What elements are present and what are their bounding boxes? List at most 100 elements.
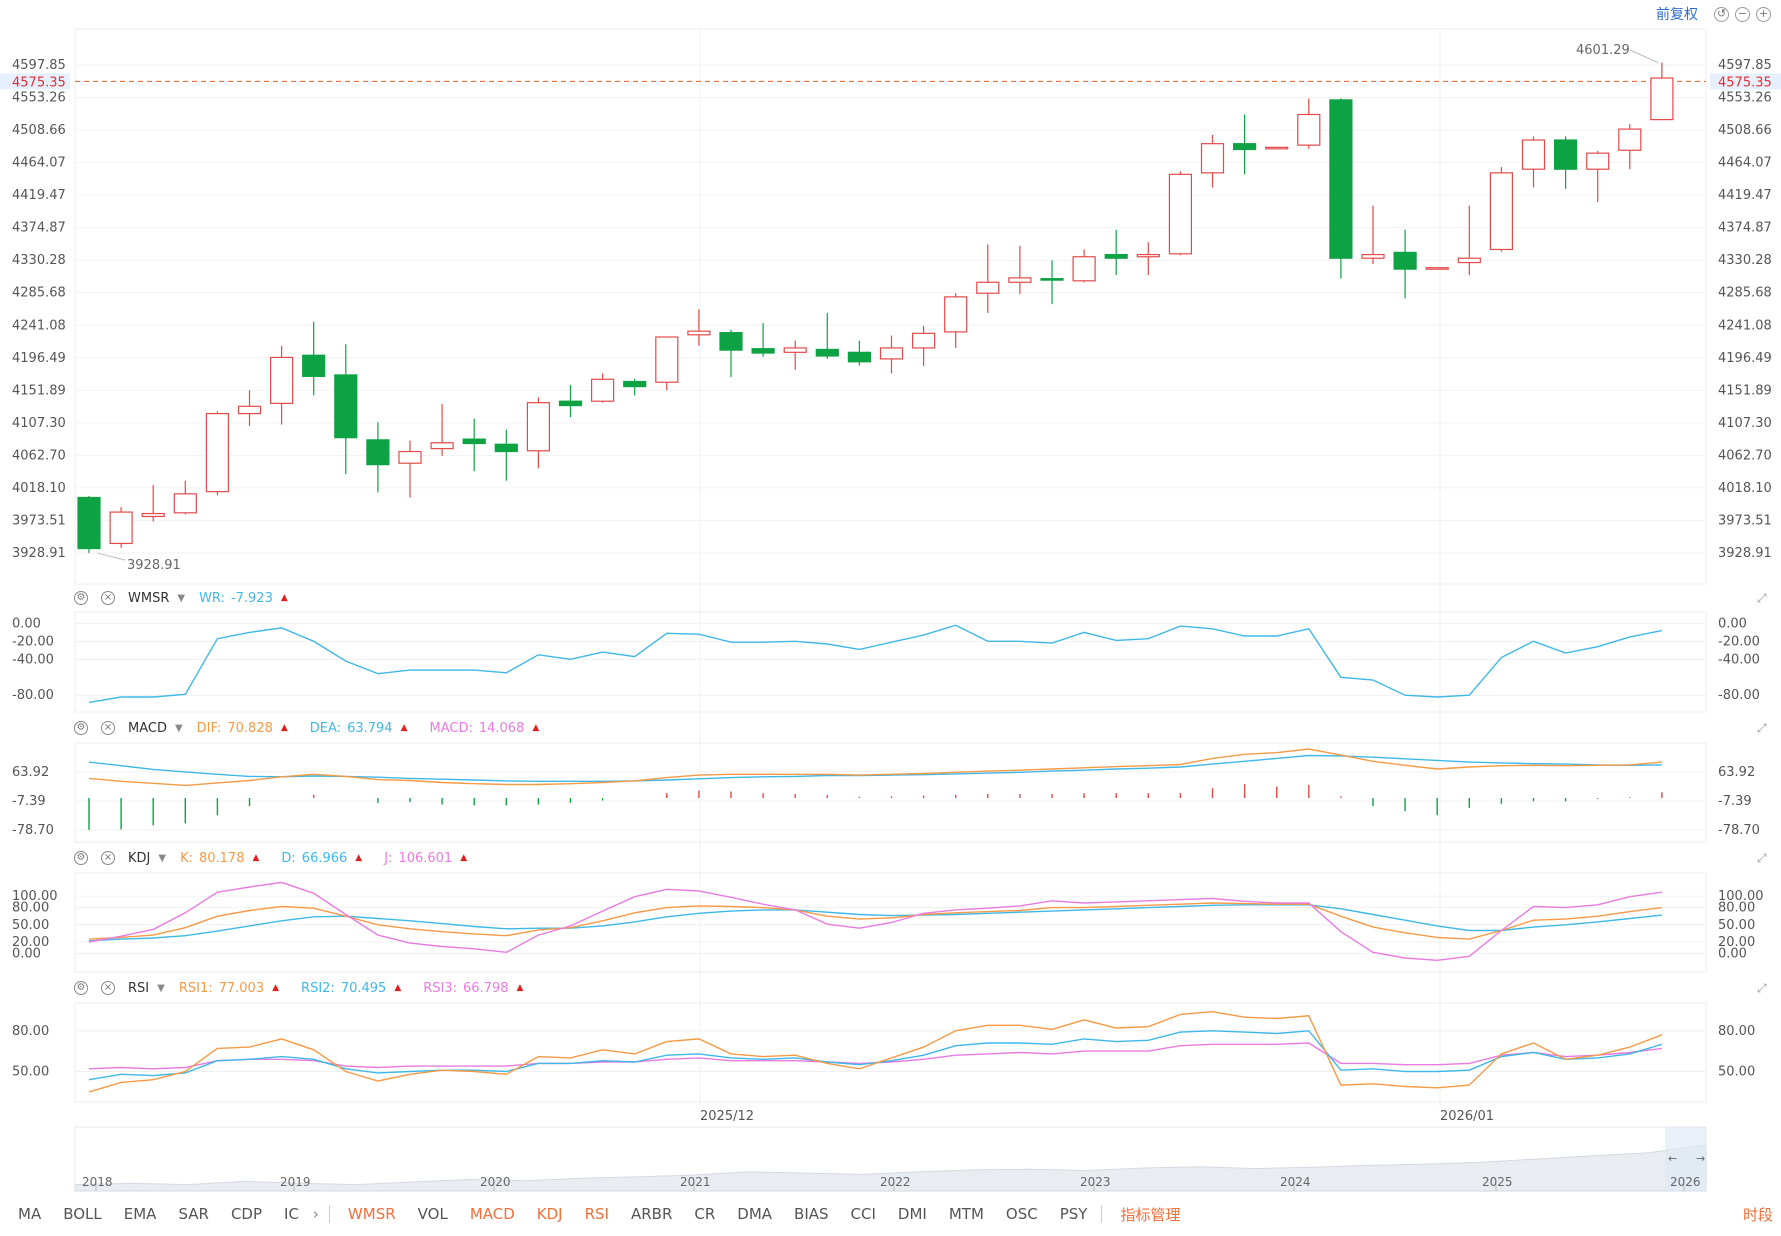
- indicator-rsi[interactable]: RSI: [584, 1205, 609, 1223]
- price-tick-left: 3928.91: [12, 546, 66, 561]
- candle-body: [77, 496, 101, 550]
- indicator-ic[interactable]: IC: [284, 1205, 299, 1223]
- up-arrow-icon: ▲: [280, 593, 288, 603]
- expand-icon[interactable]: ⤢: [1757, 981, 1767, 995]
- navigator-year-label: 2021: [680, 1175, 711, 1189]
- left-arrow-icon: ←: [1668, 1152, 1677, 1165]
- settings-icon[interactable]: ⚙: [74, 721, 88, 735]
- indicator-ma[interactable]: MA: [18, 1205, 42, 1223]
- candle: [430, 404, 454, 456]
- expand-icon[interactable]: ⤢: [1757, 721, 1767, 735]
- indicator-vol[interactable]: VOL: [417, 1205, 448, 1223]
- candle-body: [623, 380, 647, 388]
- expand-icon[interactable]: ⤢: [1757, 591, 1767, 605]
- indicator-macd[interactable]: MACD: [469, 1205, 515, 1223]
- candle-body: [1618, 128, 1642, 151]
- candle-body: [1361, 253, 1385, 259]
- rsi-tick-left: 80.00: [12, 1024, 49, 1039]
- up-arrow-icon: ▲: [460, 853, 468, 863]
- navigator-year-label: 2023: [1080, 1175, 1111, 1189]
- chevron-down-icon[interactable]: ▼: [177, 592, 186, 604]
- price-tick-left: 4285.68: [12, 286, 66, 301]
- candle-body: [1489, 172, 1514, 251]
- candle-body: [1136, 253, 1160, 258]
- indicator-arbr[interactable]: ARBR: [630, 1205, 673, 1223]
- wmsr-tick-left: -20.00: [12, 634, 54, 649]
- candle: [976, 244, 1000, 313]
- price-tick-right: 4464.07: [1718, 156, 1772, 171]
- close-icon[interactable]: ×: [101, 981, 115, 995]
- price-tick-right: 4285.68: [1718, 286, 1772, 301]
- candle: [1489, 167, 1514, 252]
- settings-icon[interactable]: ⚙: [74, 591, 88, 605]
- price-tick-right: 4419.47: [1718, 188, 1772, 203]
- k-series-line: [88, 902, 1662, 940]
- chevron-down-icon[interactable]: ▼: [157, 982, 165, 994]
- close-icon[interactable]: ×: [101, 591, 115, 605]
- indicator-osc[interactable]: OSC: [1005, 1205, 1038, 1223]
- candle: [911, 326, 936, 367]
- price-tick-left: 4508.66: [12, 123, 66, 138]
- price-tick-left: 4374.87: [12, 221, 66, 236]
- settings-icon[interactable]: ⚙: [74, 981, 88, 995]
- candle: [1586, 150, 1610, 203]
- price-tick-left: 4196.49: [12, 351, 66, 366]
- undo-icon[interactable]: ↺: [1714, 6, 1729, 22]
- indicator-cdp[interactable]: CDP: [230, 1205, 263, 1223]
- wmsr-tick-left: 0.00: [12, 616, 41, 631]
- up-arrow-icon: ▲: [355, 853, 363, 863]
- price-tick-right: 4508.66: [1718, 123, 1772, 138]
- indicator-mtm[interactable]: MTM: [948, 1205, 984, 1223]
- chevron-down-icon[interactable]: ▼: [174, 722, 183, 734]
- candle: [1200, 134, 1225, 188]
- chevron-right-icon[interactable]: ›: [312, 1205, 319, 1223]
- zoom-out-icon[interactable]: −: [1735, 6, 1750, 22]
- price-tick-right: 4597.85: [1718, 58, 1772, 73]
- wr-value: -7.923: [230, 590, 273, 606]
- dif-series-line: [88, 748, 1662, 787]
- adjust-mode-button[interactable]: 前复权: [1656, 7, 1698, 23]
- candle-body: [976, 281, 1000, 294]
- candle-body: [1040, 278, 1064, 281]
- kdj-tick-right: 0.00: [1718, 946, 1747, 961]
- candle-body: [879, 347, 904, 360]
- settings-icon[interactable]: ⚙: [74, 851, 88, 865]
- indicator-manage-button[interactable]: 指标管理: [1120, 1205, 1181, 1224]
- candle: [1521, 136, 1546, 188]
- wmsr-tick-right: 0.00: [1718, 616, 1747, 631]
- close-icon[interactable]: ×: [101, 721, 115, 735]
- indicator-boll[interactable]: BOLL: [63, 1205, 102, 1223]
- period-button[interactable]: 时段: [1742, 1205, 1773, 1224]
- price-tick-left: 4151.89: [12, 383, 66, 398]
- close-icon[interactable]: ×: [101, 851, 115, 865]
- candle-body: [751, 348, 775, 354]
- zoom-in-icon[interactable]: +: [1756, 6, 1771, 22]
- indicator-psy[interactable]: PSY: [1059, 1205, 1088, 1223]
- indicator-dmi[interactable]: DMI: [897, 1205, 927, 1223]
- main-panel-frame: [74, 28, 1707, 585]
- indicator-ema[interactable]: EMA: [123, 1205, 157, 1223]
- kdj-tick-left: 0.00: [12, 946, 41, 961]
- chevron-down-icon[interactable]: ▼: [158, 852, 167, 864]
- indicator-kdj[interactable]: KDJ: [536, 1205, 563, 1223]
- rsi1-series-line: [88, 1010, 1663, 1093]
- indicator-bias[interactable]: BIAS: [794, 1205, 829, 1223]
- candle-body: [462, 438, 486, 445]
- wmsr-tick-left: -80.00: [12, 688, 54, 703]
- min-price-label: 3928.91: [127, 558, 181, 573]
- d-label: D:: [281, 850, 296, 866]
- current-price-tag-right: [1710, 73, 1781, 90]
- indicator-wmsr[interactable]: WMSR: [347, 1205, 396, 1223]
- indicator-sar[interactable]: SAR: [178, 1205, 209, 1223]
- candle-body: [1265, 146, 1289, 150]
- price-tick-right: 4241.08: [1718, 318, 1772, 333]
- indicator-cr[interactable]: CR: [694, 1205, 716, 1223]
- expand-icon[interactable]: ⤢: [1757, 851, 1767, 865]
- candle: [1361, 205, 1385, 265]
- indicator-cci[interactable]: CCI: [850, 1205, 876, 1223]
- price-tick-right: 4107.30: [1718, 416, 1772, 431]
- indicator-dma[interactable]: DMA: [737, 1205, 773, 1223]
- candle: [494, 429, 518, 481]
- price-tick-left: 3973.51: [12, 513, 66, 528]
